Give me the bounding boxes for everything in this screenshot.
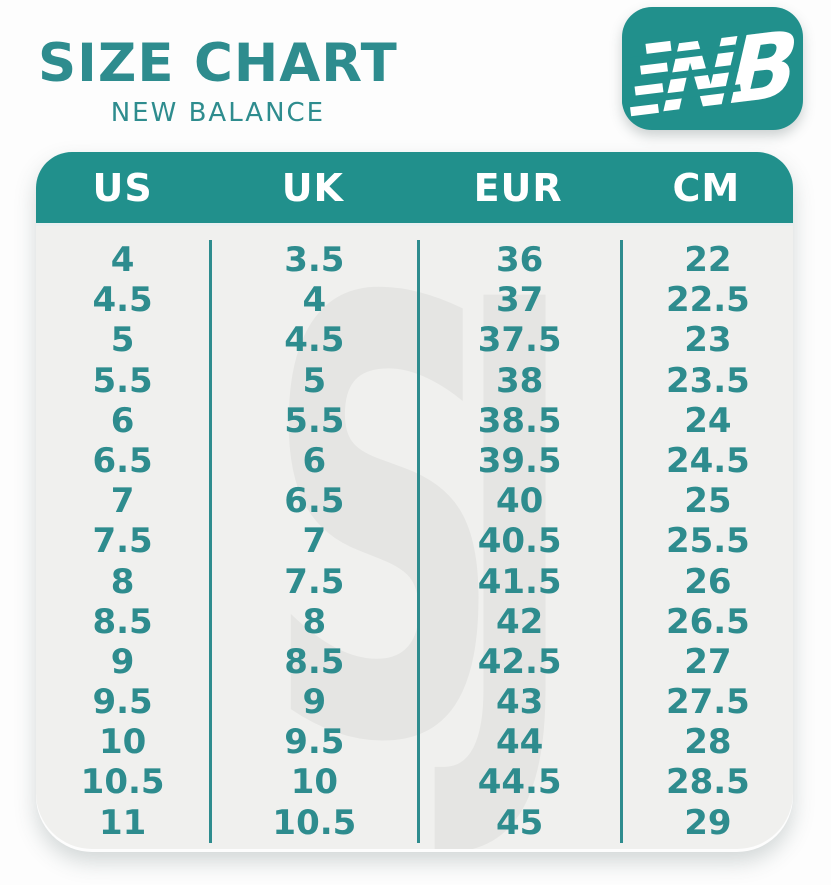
size-value-cm: 23.5 <box>665 360 750 401</box>
size-value-eur: 40.5 <box>477 521 562 562</box>
size-value-cm: 25 <box>684 481 732 522</box>
size-value-cm: 24.5 <box>665 440 750 481</box>
column-eur: 36 37 37.5 38 38.5 39.5 40 40.5 41.5 42 42.5 43 44 44… <box>416 240 620 843</box>
size-value-us: 4.5 <box>92 280 153 321</box>
column-uk: 3.5 4 4.5 5 5.5 6 6.5 7 7.5 8 8.5 9 9.5 10 10.5 <box>209 240 416 843</box>
size-value-us: 5 <box>110 320 135 361</box>
page-subtitle: NEW BALANCE <box>110 97 326 128</box>
size-value-eur: 44 <box>495 722 544 763</box>
nb-logo-icon: N B <box>622 9 803 130</box>
size-value-us: 6 <box>110 400 135 441</box>
size-value-us: 9 <box>110 641 135 682</box>
size-value-uk: 4.5 <box>284 320 345 361</box>
size-value-eur: 37.5 <box>477 320 562 361</box>
size-value-uk: 4 <box>302 280 327 321</box>
size-value-uk: 10.5 <box>272 802 357 843</box>
size-value-uk: 9 <box>302 682 327 723</box>
size-value-us: 5.5 <box>92 360 153 401</box>
size-value-cm: 22.5 <box>665 280 750 321</box>
size-value-us: 4 <box>110 240 135 280</box>
size-value-uk: 5.5 <box>284 400 345 441</box>
size-value-cm: 28.5 <box>665 762 750 803</box>
table-body: SJ 4 4.5 5 5.5 6 6.5 7 7.5 8 8.5 9 9.5 10 10.5 11 3.5 4 4… <box>36 226 793 849</box>
size-value-eur: 37 <box>495 280 544 321</box>
column-header-uk: UK <box>281 165 345 210</box>
size-value-eur: 39.5 <box>477 440 562 481</box>
size-value-eur: 42 <box>495 601 544 642</box>
size-value-uk: 7.5 <box>284 561 345 602</box>
size-value-us: 10.5 <box>80 762 165 803</box>
size-value-cm: 26.5 <box>665 601 750 642</box>
size-value-uk: 8 <box>302 601 327 642</box>
size-value-us: 8.5 <box>92 601 153 642</box>
size-value-eur: 41.5 <box>477 561 562 602</box>
size-value-uk: 5 <box>302 360 327 401</box>
size-value-us: 7.5 <box>92 521 153 562</box>
size-value-us: 10 <box>98 722 147 763</box>
size-value-eur: 45 <box>495 802 544 843</box>
size-value-cm: 28 <box>684 722 732 763</box>
size-value-eur: 43 <box>495 682 544 723</box>
size-value-us: 8 <box>110 561 135 602</box>
new-balance-logo: N B <box>622 7 803 130</box>
size-value-eur: 42.5 <box>477 641 562 682</box>
size-chart-card: US UK EUR CM SJ 4 4.5 5 5.5 6 6.5 7 7.5 8 8.5 9 9.5 10 1… <box>36 152 793 852</box>
size-value-cm: 23 <box>684 320 732 361</box>
size-value-eur: 40 <box>495 481 544 522</box>
size-value-uk: 9.5 <box>284 722 345 763</box>
size-value-cm: 25.5 <box>665 521 750 562</box>
size-value-us: 6.5 <box>92 440 153 481</box>
column-header-cm: CM <box>672 165 741 210</box>
title-block: SIZE CHART NEW BALANCE <box>38 36 398 128</box>
table-header-row: US UK EUR CM <box>36 152 793 226</box>
size-value-eur: 38.5 <box>477 400 562 441</box>
size-value-cm: 29 <box>684 802 732 843</box>
column-header-us: US <box>92 165 153 210</box>
column-us: 4 4.5 5 5.5 6 6.5 7 7.5 8 8.5 9 9.5 10 10.5 11 <box>36 240 209 843</box>
size-value-uk: 10 <box>290 762 339 803</box>
size-value-uk: 3.5 <box>284 240 345 280</box>
size-value-eur: 38 <box>495 360 544 401</box>
size-value-cm: 27 <box>684 641 732 682</box>
size-value-us: 11 <box>98 802 147 843</box>
page-title: SIZE CHART <box>38 33 398 94</box>
column-header-eur: EUR <box>473 165 563 210</box>
size-value-uk: 8.5 <box>284 641 345 682</box>
size-value-us: 9.5 <box>92 682 153 723</box>
size-value-cm: 24 <box>684 400 732 441</box>
size-value-uk: 6.5 <box>284 481 345 522</box>
column-cm: 22 22.5 23 23.5 24 24.5 25 25.5 26 26.5 27 27.5 28 28… <box>619 240 793 843</box>
size-value-uk: 7 <box>302 521 327 562</box>
size-value-cm: 22 <box>684 240 732 280</box>
size-value-eur: 44.5 <box>477 762 562 803</box>
size-value-eur: 36 <box>495 240 544 280</box>
size-value-uk: 6 <box>302 440 327 481</box>
size-value-us: 7 <box>110 481 135 522</box>
table-columns: 4 4.5 5 5.5 6 6.5 7 7.5 8 8.5 9 9.5 10 10.5 11 3.5 4 4.5 5… <box>36 226 793 849</box>
size-value-cm: 26 <box>684 561 732 602</box>
size-value-cm: 27.5 <box>665 682 750 723</box>
